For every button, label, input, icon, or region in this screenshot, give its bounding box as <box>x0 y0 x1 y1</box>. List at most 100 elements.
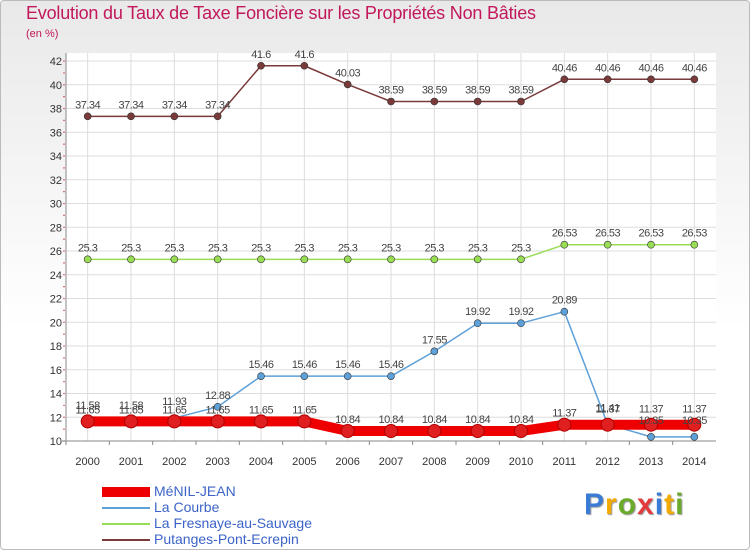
logo-letter: r <box>605 488 618 521</box>
logo-letter: P <box>584 488 606 521</box>
y-minor-tick <box>63 273 65 276</box>
data-point <box>647 433 655 441</box>
y-tick-label: 16 <box>50 365 62 377</box>
data-point <box>687 417 702 432</box>
y-tick-label: 32 <box>50 175 62 187</box>
legend-label: MéNIL-JEAN <box>154 483 236 499</box>
y-tick-label: 18 <box>50 341 62 353</box>
data-point <box>340 424 355 439</box>
legend-swatch <box>102 523 150 525</box>
data-label: 10.84 <box>422 414 447 426</box>
legend-label: Putanges-Pont-Ecrepin <box>154 531 299 547</box>
data-point <box>560 75 569 84</box>
logo-letter: i <box>654 488 665 521</box>
x-tick-label: 2014 <box>682 456 706 468</box>
data-point <box>517 97 525 106</box>
data-point <box>647 75 655 84</box>
data-point <box>473 255 482 264</box>
data-label: 40.46 <box>595 62 620 74</box>
data-point <box>430 347 439 356</box>
data-point <box>167 414 182 429</box>
y-tick-label: 26 <box>50 246 62 258</box>
data-label: 26.53 <box>595 228 620 240</box>
data-label: 11.37 <box>682 404 707 416</box>
data-point <box>560 240 569 249</box>
proxiti-logo: Proxiti <box>584 488 684 522</box>
data-label: 15.46 <box>378 359 403 371</box>
y-minor-tick <box>63 392 65 395</box>
data-point <box>557 417 572 432</box>
data-label: 11.37 <box>552 408 577 420</box>
data-label: 25.3 <box>165 242 185 254</box>
data-point <box>603 240 612 249</box>
y-tick-label: 34 <box>50 151 62 163</box>
data-point <box>127 255 135 264</box>
data-label: 19.92 <box>508 306 533 318</box>
data-label: 10.84 <box>508 414 533 426</box>
data-label: 25.3 <box>295 242 315 254</box>
data-point <box>690 75 699 84</box>
data-point <box>517 255 525 264</box>
data-point <box>170 112 179 121</box>
data-point <box>300 255 309 264</box>
y-minor-tick <box>63 83 65 86</box>
data-label: 41.6 <box>251 49 271 61</box>
data-point <box>600 417 615 432</box>
data-point <box>343 372 352 380</box>
data-point <box>257 61 265 70</box>
data-label: 25.3 <box>78 242 98 254</box>
data-label: 11.58 <box>76 400 101 412</box>
data-point <box>473 319 482 328</box>
y-minor-tick <box>63 250 65 252</box>
x-tick-label: 2001 <box>119 456 143 468</box>
legend-swatch <box>102 507 150 509</box>
y-minor-tick <box>63 238 65 240</box>
y-minor-tick <box>63 309 65 312</box>
data-point <box>343 255 352 264</box>
data-label: 38.59 <box>465 84 490 96</box>
y-tick-label: 14 <box>50 389 62 401</box>
data-label: 19.92 <box>465 306 490 318</box>
data-label: 20.89 <box>552 295 577 307</box>
y-minor-tick <box>63 131 65 134</box>
y-minor-tick <box>63 178 65 181</box>
data-label: 40.46 <box>682 62 707 74</box>
data-point <box>387 372 395 380</box>
data-label: 10.35 <box>682 415 707 427</box>
y-minor-tick <box>63 119 65 122</box>
y-minor-tick <box>63 262 65 264</box>
data-label: 11.65 <box>119 404 144 416</box>
data-label: 10.84 <box>335 414 360 426</box>
data-point <box>690 240 699 249</box>
y-tick-label: 22 <box>50 294 62 306</box>
data-point <box>384 424 398 439</box>
data-point <box>127 112 135 121</box>
data-point <box>213 112 222 121</box>
data-point <box>560 307 569 316</box>
data-label: 11.65 <box>162 404 187 416</box>
y-minor-tick <box>63 297 65 300</box>
y-tick-label: 36 <box>50 127 62 139</box>
data-point <box>517 319 525 328</box>
y-tick-label: 24 <box>50 270 62 282</box>
data-point <box>343 80 352 89</box>
y-minor-tick <box>63 416 65 419</box>
y-axis-unit-label: (en %) <box>26 28 59 40</box>
data-point <box>690 433 699 441</box>
data-point <box>300 372 309 380</box>
data-label: 11.65 <box>206 404 231 416</box>
data-label: 11.65 <box>292 404 317 416</box>
legend-swatch <box>102 487 150 497</box>
data-point <box>430 97 439 106</box>
data-label: 37.34 <box>118 99 143 111</box>
data-label: 10.84 <box>465 414 490 426</box>
data-point <box>83 112 92 121</box>
data-label: 25.3 <box>381 242 401 254</box>
data-point <box>213 255 222 264</box>
data-point <box>647 240 655 249</box>
data-point <box>644 417 658 432</box>
data-label: 38.59 <box>422 84 447 96</box>
y-minor-tick <box>63 404 65 407</box>
x-tick-label: 2005 <box>292 456 316 468</box>
